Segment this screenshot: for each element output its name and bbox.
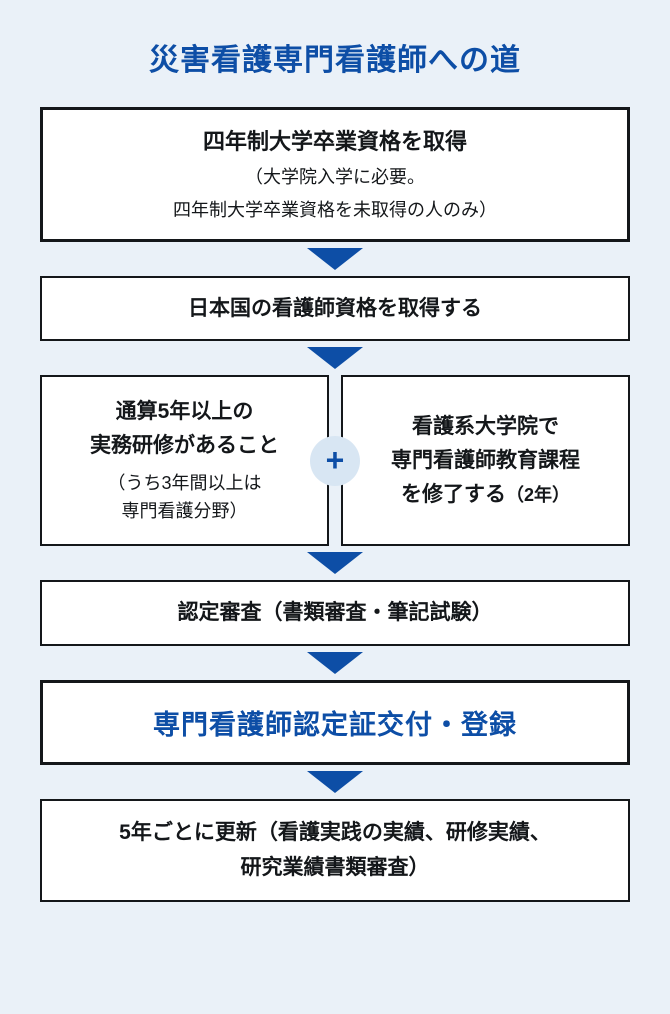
arrow-5 xyxy=(40,771,630,793)
step-1-sub2: 四年制大学卒業資格を未取得の人のみ） xyxy=(53,196,617,225)
step-2-title: 日本国の看護師資格を取得する xyxy=(52,292,618,326)
step-box-6: 5年ごとに更新（看護実践の実績、研修実績、 研究業績書類審査） xyxy=(40,799,630,902)
flowchart-container: 災害看護専門看護師への道 四年制大学卒業資格を取得 （大学院入学に必要。 四年制… xyxy=(40,35,630,902)
split-left-box: 通算5年以上の 実務研修があること （うち3年間以上は 専門看護分野） xyxy=(40,375,329,546)
split-left-t1: 通算5年以上の xyxy=(52,395,317,429)
step-6-l2: 研究業績書類審査） xyxy=(52,850,618,886)
split-right-t2: 専門看護師教育課程 xyxy=(353,444,618,478)
split-left-t2: 実務研修があること xyxy=(52,429,317,463)
arrow-4 xyxy=(40,652,630,674)
arrow-2 xyxy=(40,347,630,369)
step-box-1: 四年制大学卒業資格を取得 （大学院入学に必要。 四年制大学卒業資格を未取得の人の… xyxy=(40,107,630,242)
arrow-1 xyxy=(40,248,630,270)
step-1-sub1: （大学院入学に必要。 xyxy=(53,163,617,192)
split-left-s1: （うち3年間以上は xyxy=(52,469,317,498)
split-row: 通算5年以上の 実務研修があること （うち3年間以上は 専門看護分野） 看護系大… xyxy=(40,375,630,546)
split-right-box: 看護系大学院で 専門看護師教育課程 を修了する（2年） xyxy=(341,375,630,546)
step-4-title: 認定審査（書類審査・筆記試験） xyxy=(52,596,618,630)
main-title: 災害看護専門看護師への道 xyxy=(40,35,630,79)
split-right-t3: を修了する（2年） xyxy=(353,478,618,512)
highlight-box: 専門看護師認定証交付・登録 xyxy=(40,680,630,765)
step-box-2: 日本国の看護師資格を取得する xyxy=(40,276,630,342)
step-6-l1: 5年ごとに更新（看護実践の実績、研修実績、 xyxy=(52,815,618,851)
highlight-text: 専門看護師認定証交付・登録 xyxy=(53,703,617,742)
step-box-4: 認定審査（書類審査・筆記試験） xyxy=(40,580,630,646)
plus-icon: + xyxy=(310,436,360,486)
split-right-t1: 看護系大学院で xyxy=(353,410,618,444)
step-1-title: 四年制大学卒業資格を取得 xyxy=(53,124,617,159)
arrow-3 xyxy=(40,552,630,574)
split-left-s2: 専門看護分野） xyxy=(52,497,317,526)
